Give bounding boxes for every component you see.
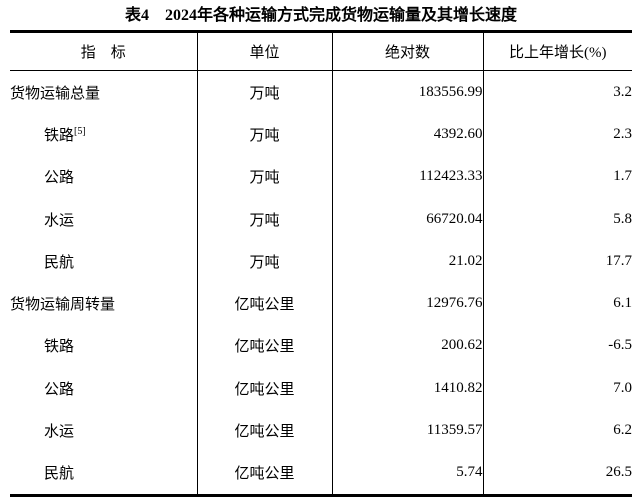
table-row: 货物运输总量 万吨 183556.99 3.2 bbox=[10, 70, 632, 114]
growth-rate-cell: 5.8 bbox=[613, 210, 632, 227]
header-growth-rate: 比上年增长(%) bbox=[483, 31, 632, 71]
growth-rate-cell: 2.3 bbox=[613, 125, 632, 142]
absolute-value-cell: 112423.33 bbox=[332, 155, 484, 198]
indicator-cell: 公路 bbox=[10, 367, 198, 410]
unit-cell: 亿吨公里 bbox=[197, 282, 333, 325]
indicator-cell: 铁路[5] bbox=[10, 113, 198, 156]
indicator-label: 货物运输总量 bbox=[10, 85, 101, 102]
unit-cell: 万吨 bbox=[197, 70, 333, 114]
indicator-cell: 公路 bbox=[10, 155, 198, 198]
header-absolute-value: 绝对数 bbox=[332, 31, 484, 71]
absolute-value-cell: 12976.76 bbox=[332, 282, 484, 325]
unit-cell: 亿吨公里 bbox=[197, 367, 333, 410]
growth-rate-cell: 17.7 bbox=[605, 252, 632, 269]
unit-cell: 亿吨公里 bbox=[197, 451, 333, 496]
unit-cell: 万吨 bbox=[197, 197, 333, 241]
indicator-label: 民航 bbox=[44, 466, 75, 483]
absolute-value-cell: 4392.60 bbox=[332, 113, 484, 156]
indicator-cell: 铁路 bbox=[10, 324, 198, 368]
table-row: 铁路 亿吨公里 200.62 -6.5 bbox=[10, 324, 632, 368]
indicator-cell: 水运 bbox=[10, 409, 198, 452]
growth-rate-cell: 6.1 bbox=[613, 295, 632, 312]
table-row: 铁路[5] 万吨 4392.60 2.3 bbox=[10, 113, 632, 156]
growth-rate-cell: 7.0 bbox=[613, 379, 632, 396]
unit-cell: 万吨 bbox=[197, 240, 333, 283]
indicator-cell: 货物运输周转量 bbox=[10, 282, 198, 325]
table-row: 民航 亿吨公里 5.74 26.5 bbox=[10, 451, 632, 496]
unit-cell: 亿吨公里 bbox=[197, 324, 333, 368]
growth-rate-cell: 26.5 bbox=[605, 464, 632, 481]
table-row: 水运 亿吨公里 11359.57 6.2 bbox=[10, 409, 632, 452]
table-container: 指 标 单位 绝对数 比上年增长(%) 货物运输总量 万吨 183556.99 3.2… bbox=[10, 30, 632, 497]
indicator-cell: 民航 bbox=[10, 240, 198, 283]
unit-cell: 万吨 bbox=[197, 113, 333, 156]
indicator-label: 铁路 bbox=[44, 339, 75, 356]
footnote-marker: [5] bbox=[74, 125, 86, 137]
absolute-value-cell: 183556.99 bbox=[332, 70, 484, 114]
indicator-cell: 货物运输总量 bbox=[10, 70, 198, 114]
table-row: 货物运输周转量 亿吨公里 12976.76 6.1 bbox=[10, 282, 632, 325]
header-unit: 单位 bbox=[197, 31, 333, 71]
growth-rate-cell: 3.2 bbox=[613, 83, 632, 100]
unit-cell: 万吨 bbox=[197, 155, 333, 198]
freight-table: 指 标 单位 绝对数 比上年增长(%) 货物运输总量 万吨 183556.99 3.2… bbox=[10, 30, 632, 497]
indicator-label: 公路 bbox=[44, 170, 75, 187]
indicator-label: 货物运输周转量 bbox=[10, 297, 116, 314]
table-title: 表4 2024年各种运输方式完成货物运输量及其增长速度 bbox=[124, 7, 517, 24]
growth-rate-cell: 1.7 bbox=[613, 168, 632, 185]
table-row: 水运 万吨 66720.04 5.8 bbox=[10, 197, 632, 241]
indicator-label: 铁路 bbox=[44, 127, 75, 144]
growth-rate-cell: -6.5 bbox=[608, 337, 632, 354]
table-row: 公路 万吨 112423.33 1.7 bbox=[10, 155, 632, 198]
table-row: 公路 亿吨公里 1410.82 7.0 bbox=[10, 367, 632, 410]
absolute-value-cell: 11359.57 bbox=[332, 409, 484, 452]
header-indicator: 指 标 bbox=[10, 31, 198, 71]
indicator-label: 民航 bbox=[44, 254, 75, 271]
indicator-label: 公路 bbox=[44, 381, 75, 398]
unit-cell: 亿吨公里 bbox=[197, 409, 333, 452]
table-body: 货物运输总量 万吨 183556.99 3.2 铁路[5] 万吨 4392.60 2.3 公路万… bbox=[10, 70, 632, 496]
absolute-value-cell: 5.74 bbox=[332, 451, 484, 496]
indicator-cell: 水运 bbox=[10, 197, 198, 241]
absolute-value-cell: 200.62 bbox=[332, 324, 484, 368]
absolute-value-cell: 21.02 bbox=[332, 240, 484, 283]
absolute-value-cell: 1410.82 bbox=[332, 367, 484, 410]
table-header-row: 指 标 单位 绝对数 比上年增长(%) bbox=[10, 31, 632, 71]
indicator-cell: 民航 bbox=[10, 451, 198, 496]
growth-rate-cell: 6.2 bbox=[613, 422, 632, 439]
table-row: 民航 万吨 21.02 17.7 bbox=[10, 240, 632, 283]
absolute-value-cell: 66720.04 bbox=[332, 197, 484, 241]
indicator-label: 水运 bbox=[44, 424, 75, 441]
indicator-label: 水运 bbox=[44, 212, 75, 229]
